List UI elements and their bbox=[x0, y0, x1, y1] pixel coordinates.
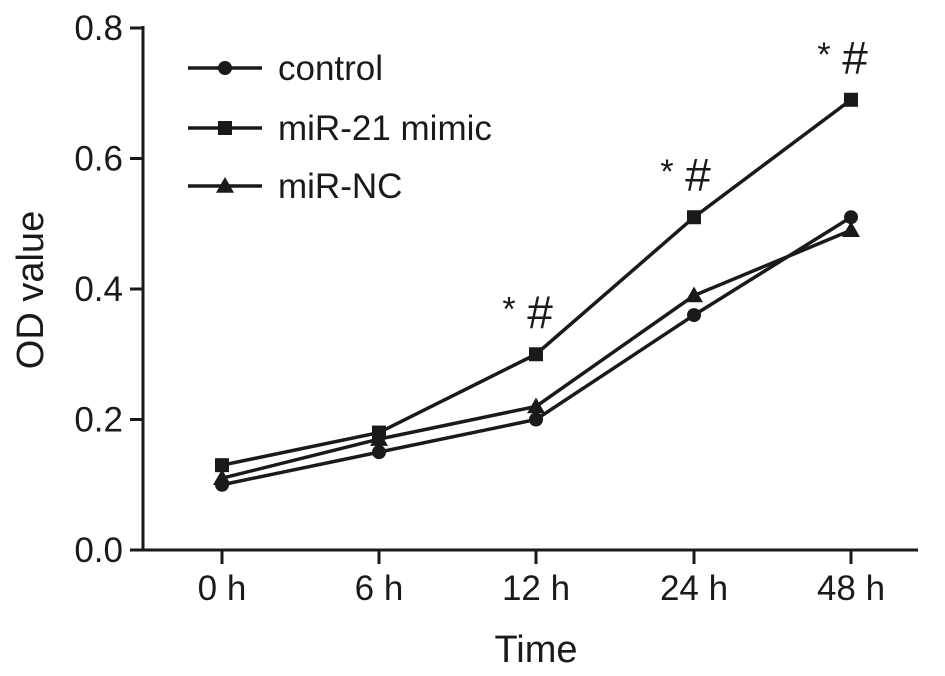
legend-entry: miR-21 mimic bbox=[188, 109, 492, 148]
x-axis-title: Time bbox=[494, 629, 577, 671]
data-point bbox=[213, 469, 231, 485]
x-axis: 0 h 6 h 12 h 24 h 48 h bbox=[143, 548, 918, 608]
data-point bbox=[529, 347, 543, 362]
series-layer bbox=[213, 92, 860, 492]
significance-annotation: * # bbox=[817, 32, 868, 84]
y-axis: 0.0 0.2 0.4 0.6 0.8 bbox=[74, 9, 145, 570]
data-point bbox=[527, 397, 545, 414]
y-axis-title: OD value bbox=[10, 211, 52, 369]
hash-mark: # bbox=[842, 32, 868, 84]
x-tick-label: 0 h bbox=[198, 569, 247, 608]
data-point bbox=[215, 458, 229, 473]
hash-mark: # bbox=[685, 149, 711, 201]
data-point bbox=[844, 92, 858, 107]
x-tick-label: 12 h bbox=[502, 569, 570, 608]
legend-label: miR-NC bbox=[278, 167, 402, 206]
y-tick-label: 0.6 bbox=[74, 140, 123, 179]
significance-annotation: * # bbox=[502, 286, 553, 338]
x-tick-label: 6 h bbox=[355, 569, 404, 608]
y-tick-label: 0.0 bbox=[74, 531, 123, 570]
legend-marker bbox=[218, 121, 232, 135]
legend-marker bbox=[216, 177, 234, 193]
data-point bbox=[842, 221, 860, 238]
legend-entry: miR-NC bbox=[188, 167, 402, 206]
data-point bbox=[687, 308, 701, 323]
legend-label: miR-21 mimic bbox=[278, 109, 492, 148]
data-point bbox=[844, 210, 858, 225]
data-point bbox=[372, 445, 386, 460]
data-point bbox=[685, 286, 703, 303]
y-tick-label: 0.4 bbox=[74, 270, 123, 309]
series-mir-nc bbox=[213, 221, 860, 485]
star-mark: * bbox=[660, 153, 673, 191]
y-tick-label: 0.8 bbox=[74, 9, 123, 48]
x-tick-label: 48 h bbox=[817, 569, 885, 608]
legend-marker bbox=[218, 61, 232, 75]
hash-mark: # bbox=[527, 286, 553, 338]
annotations: * #* #* # bbox=[502, 32, 868, 338]
data-point bbox=[529, 412, 543, 427]
data-point bbox=[687, 210, 701, 225]
legend-entry: control bbox=[188, 49, 383, 88]
star-mark: * bbox=[502, 290, 515, 328]
series-mir-21-mimic bbox=[215, 92, 858, 473]
y-tick-label: 0.2 bbox=[74, 401, 123, 440]
data-point bbox=[370, 430, 388, 446]
legend-label: control bbox=[278, 49, 383, 88]
star-mark: * bbox=[817, 36, 830, 74]
significance-annotation: * # bbox=[660, 149, 711, 201]
x-tick-label: 24 h bbox=[660, 569, 728, 608]
legend: control miR-21 mimic miR-NC bbox=[188, 49, 492, 206]
